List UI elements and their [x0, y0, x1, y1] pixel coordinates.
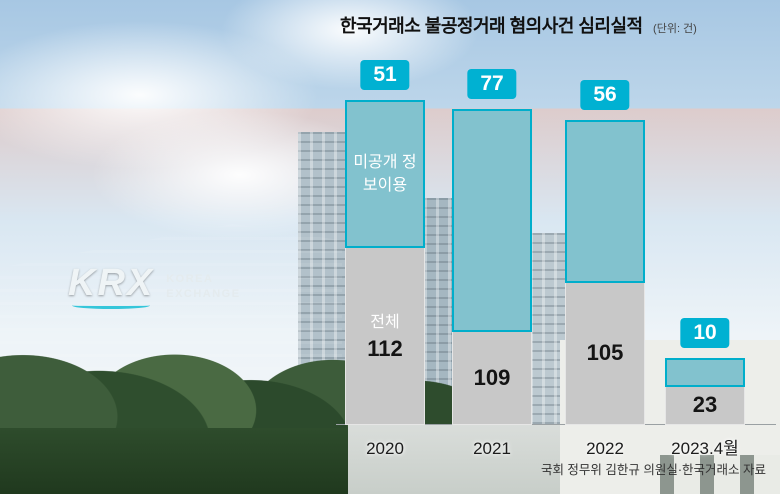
krx-logo: KRX KOREA EXCHANGE	[68, 264, 241, 309]
stacked-bar: 109	[452, 109, 532, 425]
bar-segment-undisclosed	[565, 120, 645, 283]
category-label: 2020	[366, 439, 404, 458]
stacked-bar: 105	[565, 120, 645, 425]
bar-segment-undisclosed	[452, 109, 532, 332]
trees	[0, 428, 348, 494]
krx-wordmark: KRX	[68, 264, 154, 309]
chart-title: 한국거래소 불공정거래 혐의사건 심리실적 (단위: 건)	[340, 12, 697, 38]
category-label: 2021	[473, 439, 511, 458]
chart: 한국거래소 불공정거래 혐의사건 심리실적 (단위: 건) 51 미공개 정보이용…	[330, 0, 780, 494]
undisclosed-count-badge: 56	[580, 79, 630, 110]
total-count-value: 112	[367, 335, 403, 361]
bar-segment-total: 전체 112	[345, 248, 425, 425]
bar-segment-total: 109	[452, 332, 532, 425]
category-label: 2022	[586, 439, 624, 458]
category-label: 2023.4월	[671, 439, 739, 458]
krx-swoosh-icon	[72, 302, 151, 309]
undisclosed-count-badge: 10	[680, 317, 730, 348]
stacked-bar: 23	[665, 358, 745, 425]
chart-unit-label: (단위: 건)	[653, 23, 697, 35]
plaza-ground	[348, 425, 562, 494]
series-label-total: 전체	[370, 314, 400, 332]
undisclosed-count-badge: 51	[360, 59, 410, 90]
chart-title-text: 한국거래소 불공정거래 혐의사건 심리실적	[340, 16, 643, 36]
bar-segment-undisclosed: 미공개 정보이용	[345, 100, 425, 248]
total-count-value: 105	[586, 340, 624, 366]
bar-segment-undisclosed	[665, 358, 745, 387]
building-windows	[660, 455, 780, 494]
total-count-value: 109	[473, 364, 511, 390]
undisclosed-count-badge: 77	[467, 68, 517, 99]
source-note: 국회 정무위 김한규 의원실·한국거래소 자료	[540, 463, 766, 477]
series-label-undisclosed: 미공개 정보이용	[353, 153, 417, 194]
total-count-value: 23	[692, 392, 718, 418]
baseline-axis	[336, 424, 776, 425]
bar-segment-total: 105	[565, 283, 645, 425]
krx-logo-text: KRX	[68, 262, 155, 304]
bar-segment-total: 23	[665, 387, 745, 425]
krx-logo-subtext: KOREA EXCHANGE	[166, 273, 241, 300]
